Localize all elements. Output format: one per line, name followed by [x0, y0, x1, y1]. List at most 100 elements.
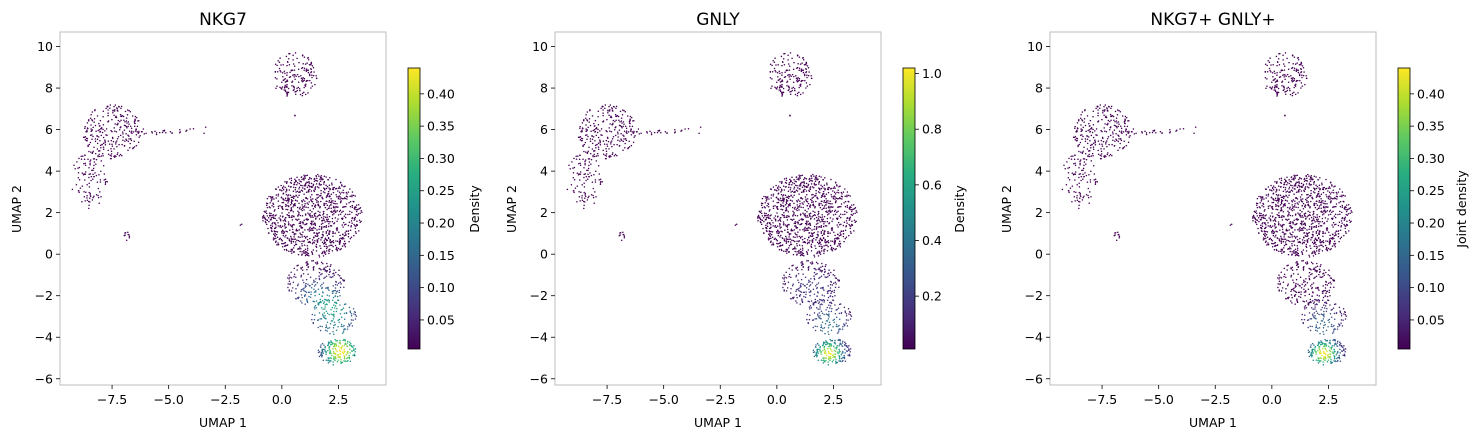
scatter-point: [816, 325, 818, 328]
scatter-point: [294, 179, 297, 182]
scatter-point: [124, 140, 126, 142]
scatter-point: [283, 86, 286, 88]
scatter-point: [851, 214, 854, 217]
scatter-point: [590, 174, 593, 177]
scatter-point: [1272, 76, 1274, 78]
scatter-point: [834, 198, 836, 200]
scatter-point: [332, 318, 335, 320]
scatter-point: [595, 127, 598, 130]
scatter-point: [138, 131, 140, 134]
scatter-point: [301, 269, 304, 271]
scatter-point: [262, 214, 265, 217]
scatter-point: [839, 343, 841, 345]
scatter-point: [664, 131, 667, 133]
scatter-point: [582, 200, 585, 203]
scatter-point: [793, 75, 795, 78]
scatter-point: [850, 225, 852, 227]
scatter-point: [811, 282, 814, 284]
scatter-point: [594, 119, 597, 122]
scatter-point: [585, 128, 587, 130]
scatter-point: [791, 284, 794, 287]
scatter-point: [782, 91, 785, 94]
scatter-point: [622, 121, 625, 123]
scatter-point: [328, 205, 331, 207]
scatter-point: [1084, 140, 1087, 142]
scatter-point: [1080, 151, 1082, 153]
scatter-point: [850, 232, 852, 235]
scatter-point: [779, 197, 782, 199]
scatter-point: [324, 329, 327, 331]
scatter-point: [289, 203, 292, 206]
scatter-point: [777, 185, 780, 187]
scatter-point: [319, 325, 321, 328]
scatter-point: [809, 262, 812, 264]
scatter-point: [628, 146, 631, 148]
scatter-point: [836, 185, 838, 187]
scatter-point: [296, 176, 298, 178]
scatter-point: [841, 193, 843, 195]
scatter-point: [794, 214, 797, 217]
scatter-point: [846, 195, 848, 198]
scatter-point: [331, 217, 334, 220]
scatter-point: [770, 224, 772, 226]
scatter-point: [355, 213, 357, 216]
scatter-point: [794, 225, 797, 227]
scatter-point: [319, 268, 321, 270]
scatter-point: [322, 197, 324, 200]
scatter-point: [785, 206, 788, 209]
scatter-point: [623, 130, 626, 133]
scatter-point: [771, 219, 773, 222]
scatter-point: [774, 57, 776, 59]
scatter-point: [820, 202, 822, 205]
scatter-point: [780, 199, 783, 202]
scatter-point: [355, 225, 357, 227]
scatter-point: [298, 211, 300, 214]
scatter-point: [830, 228, 833, 230]
scatter-point: [319, 285, 322, 287]
scatter-point: [799, 229, 801, 231]
scatter-point: [1089, 140, 1091, 142]
scatter-point: [634, 135, 636, 137]
colorbar-label: Joint density: [1454, 170, 1469, 249]
scatter-point: [785, 239, 788, 241]
scatter-point: [295, 297, 297, 300]
scatter-point: [825, 210, 827, 213]
scatter-point: [793, 191, 795, 194]
scatter-point: [330, 204, 332, 206]
scatter-point: [361, 211, 363, 214]
scatter-point: [820, 196, 823, 199]
scatter-point: [1077, 158, 1079, 161]
scatter-point: [786, 81, 788, 84]
scatter-point: [1107, 119, 1110, 122]
scatter-point: [328, 268, 331, 270]
scatter-point: [301, 204, 303, 206]
scatter-point: [829, 289, 832, 292]
scatter-point: [309, 237, 311, 240]
scatter-point: [118, 143, 120, 146]
scatter-point: [110, 150, 113, 152]
scatter-point: [277, 242, 279, 244]
scatter-point: [1087, 150, 1090, 152]
scatter-point: [344, 232, 346, 234]
scatter-point: [111, 130, 113, 133]
scatter-point: [349, 213, 351, 216]
scatter-point: [1115, 138, 1117, 140]
scatter-point: [339, 248, 341, 251]
scatter-point: [274, 222, 276, 225]
scatter-point: [850, 213, 852, 216]
scatter-point: [88, 150, 90, 153]
scatter-point: [638, 133, 641, 135]
scatter-point: [354, 195, 356, 197]
scatter-point: [290, 237, 293, 239]
scatter-point: [817, 218, 820, 220]
scatter-point: [764, 207, 766, 209]
scatter-point: [322, 213, 324, 216]
scatter-point: [768, 210, 771, 212]
scatter-point: [1293, 86, 1295, 89]
scatter-point: [1076, 127, 1079, 129]
scatter-point: [113, 127, 115, 129]
scatter-point: [845, 236, 848, 238]
scatter-point: [282, 208, 284, 211]
scatter-point: [102, 136, 105, 139]
scatter-point: [832, 187, 835, 190]
